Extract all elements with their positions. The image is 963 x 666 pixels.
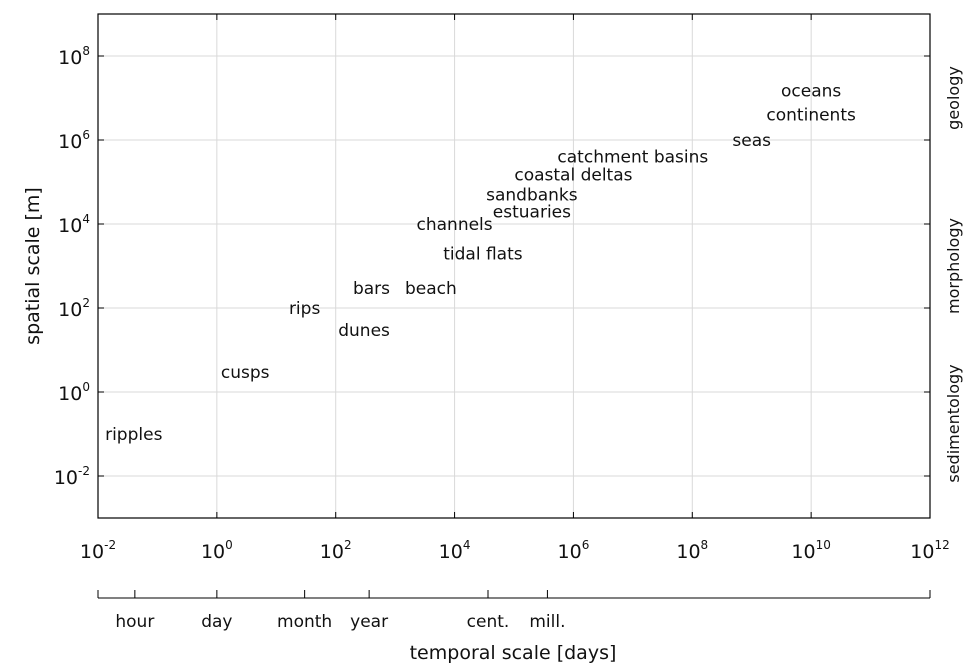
feature-label-continents: continents <box>766 106 856 126</box>
feature-label-seas: seas <box>732 131 771 151</box>
time-reference-axis: hour day month year cent. mill. <box>97 590 931 632</box>
plot-frame <box>97 13 931 519</box>
x-axis-title: temporal scale [days] <box>410 642 617 664</box>
x-tick-label: 108 <box>676 538 708 563</box>
feature-label-coastal-deltas: coastal deltas <box>514 166 632 186</box>
time-marker-year: year <box>350 612 388 632</box>
time-marker-hour: hour <box>115 612 154 632</box>
x-tick-labels: 10-2 100 102 104 106 108 1010 1012 <box>80 538 950 563</box>
feature-label-cusps: cusps <box>221 363 270 383</box>
y-tick-label: 102 <box>58 296 90 321</box>
category-label-geology: geology <box>944 66 963 130</box>
feature-label-beach: beach <box>405 279 457 299</box>
feature-label-bars: bars <box>353 279 390 299</box>
grid-lines <box>98 14 930 518</box>
feature-label-channels: channels <box>417 215 493 235</box>
feature-label-rips: rips <box>289 299 321 319</box>
y-axis-title: spatial scale [m] <box>22 187 44 345</box>
feature-label-tidal-flats: tidal flats <box>443 244 523 264</box>
feature-label-oceans: oceans <box>781 82 841 102</box>
axis-ticks <box>97 14 931 518</box>
time-marker-month: month <box>277 612 332 632</box>
time-marker-cent: cent. <box>467 612 510 632</box>
feature-label-catchment-basins: catchment basins <box>557 148 708 168</box>
y-tick-label: 104 <box>58 212 90 237</box>
feature-label-sandbanks: sandbanks <box>486 186 578 206</box>
category-label-morphology: morphology <box>944 218 963 314</box>
right-category-labels: geology morphology sedimentology <box>944 66 963 482</box>
feature-labels: ripples cusps rips dunes bars beach tidal flat… <box>105 82 856 445</box>
y-tick-label: 106 <box>58 128 90 153</box>
x-tick-label: 10-2 <box>80 538 116 563</box>
x-tick-label: 106 <box>558 538 590 563</box>
time-marker-day: day <box>201 612 232 632</box>
feature-label-ripples: ripples <box>105 425 162 445</box>
y-tick-label: 100 <box>58 380 90 405</box>
category-label-sedimentology: sedimentology <box>944 364 963 482</box>
time-marker-mill: mill. <box>529 612 565 632</box>
x-tick-label: 1012 <box>910 538 949 563</box>
feature-label-estuaries: estuaries <box>493 202 571 222</box>
x-tick-label: 1010 <box>791 538 830 563</box>
y-tick-labels: 10-2 100 102 104 106 108 <box>54 44 90 489</box>
y-tick-label: 10-2 <box>54 464 90 489</box>
y-tick-label: 108 <box>58 44 90 69</box>
feature-label-dunes: dunes <box>338 321 390 341</box>
x-tick-label: 104 <box>439 538 471 563</box>
x-tick-label: 100 <box>201 538 233 563</box>
x-tick-label: 102 <box>320 538 352 563</box>
